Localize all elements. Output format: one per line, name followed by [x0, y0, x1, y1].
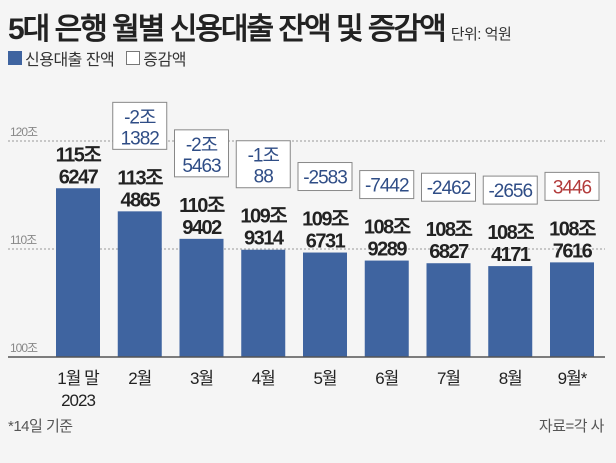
change-box — [235, 140, 291, 189]
bar — [426, 263, 471, 357]
value-label: 108조 — [549, 218, 596, 240]
x-tick-label: 9월* — [558, 369, 588, 388]
title-text: 5대 은행 월별 신용대출 잔액 및 증감액 — [8, 13, 447, 46]
value-label: 4171 — [491, 244, 531, 266]
value-label: 9289 — [368, 239, 408, 261]
value-label: 110조 — [179, 195, 225, 217]
x-tick-label: 3월 — [190, 369, 213, 388]
value-label: 108조 — [426, 219, 473, 241]
change-label: -2조 — [186, 135, 218, 156]
x-tick-label: 7월 — [437, 369, 460, 388]
change-box — [421, 172, 476, 202]
value-label: 113조 — [117, 167, 163, 189]
x-tick-label: 1월 말 — [57, 369, 100, 388]
bar — [364, 260, 409, 357]
change-box — [112, 101, 168, 150]
legend-label-balance: 신용대출 잔액 — [25, 52, 115, 69]
x-tick-label: 8월 — [499, 369, 522, 388]
value-label: 7616 — [553, 240, 593, 262]
x-tick-label: 4월 — [252, 369, 275, 388]
change-label: -1조 — [248, 146, 280, 167]
change-box — [544, 171, 600, 201]
value-label: 109조 — [240, 206, 287, 228]
bar — [303, 252, 347, 357]
x-tick-label: 2월 — [128, 369, 151, 388]
bar — [241, 249, 286, 357]
bar — [550, 262, 594, 357]
bar — [56, 188, 100, 357]
value-label: 6247 — [59, 166, 99, 188]
change-label: 88 — [254, 167, 274, 188]
value-label: 6731 — [306, 231, 346, 253]
x-tick-label: 6월 — [375, 369, 398, 388]
change-box — [359, 170, 415, 200]
change-label: 5463 — [182, 156, 221, 177]
change-box — [482, 175, 538, 205]
change-label: -2462 — [427, 178, 471, 199]
value-label: 108조 — [487, 222, 534, 244]
change-label: 3446 — [553, 177, 592, 198]
value-label: 109조 — [302, 209, 349, 231]
change-box — [297, 162, 353, 192]
change-box — [174, 129, 229, 178]
value-label: 6827 — [429, 241, 469, 263]
change-label: -2583 — [303, 168, 347, 189]
y-tick-label: 110조 — [10, 233, 37, 247]
bar — [179, 238, 224, 357]
change-label: -2656 — [488, 181, 532, 202]
value-label: 9314 — [244, 228, 285, 250]
y-tick-label: 100조 — [10, 341, 38, 355]
legend-label-change: 증감액 — [143, 52, 186, 69]
bar — [488, 266, 533, 357]
y-tick-label: 120조 — [10, 125, 38, 139]
change-label: -2조 — [124, 107, 156, 128]
bar — [117, 211, 162, 357]
value-label: 115조 — [56, 144, 102, 166]
legend-swatch-change — [126, 51, 141, 65]
change-label: 1382 — [121, 128, 160, 149]
value-label: 108조 — [364, 217, 411, 239]
legend: 신용대출 잔액 증감액 — [8, 46, 186, 70]
source-note: 자료=각 사 — [538, 418, 605, 435]
unit-label: 단위: 억원 — [450, 26, 512, 43]
chart-title: 5대 은행 월별 신용대출 잔액 및 증감액 단위: 억원 — [8, 4, 512, 48]
x-tick-label: 5월 — [313, 369, 336, 388]
footnote: *14일 기준 — [8, 418, 73, 435]
change-label: -7442 — [365, 176, 409, 197]
legend-swatch-balance — [8, 51, 22, 65]
x-tick-sublabel: 2023 — [61, 391, 95, 410]
value-label: 4865 — [121, 189, 161, 211]
value-label: 9402 — [182, 217, 222, 239]
